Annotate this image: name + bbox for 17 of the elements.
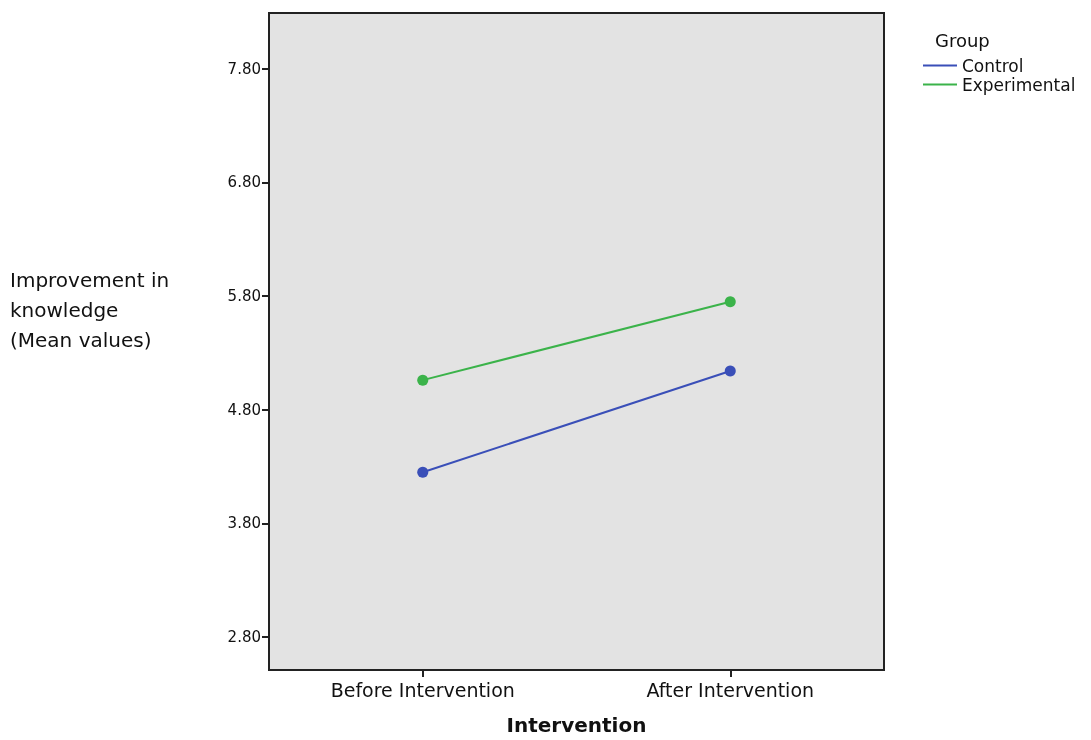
x-tick-label: Before Intervention: [330, 678, 515, 701]
legend-label: Experimental: [962, 74, 1076, 95]
point: [417, 466, 429, 478]
y-tick-label: 4.80: [227, 400, 261, 419]
y-tick-label: 5.80: [227, 287, 261, 306]
y-axis-title: Improvement in knowledge (Mean values): [10, 268, 170, 352]
legend-title: Group: [935, 29, 990, 51]
y-tick-label: 2.80: [227, 628, 261, 647]
point: [724, 365, 736, 377]
point: [417, 374, 429, 386]
legend-label: Control: [962, 55, 1024, 76]
x-axis-title: Intervention: [506, 713, 647, 737]
y-tick-label: 7.80: [227, 59, 261, 78]
y-tick-label: 6.80: [227, 173, 261, 192]
y-tick-label: 3.80: [227, 514, 261, 533]
point: [724, 296, 736, 308]
x-tick-label: After Intervention: [646, 678, 815, 701]
